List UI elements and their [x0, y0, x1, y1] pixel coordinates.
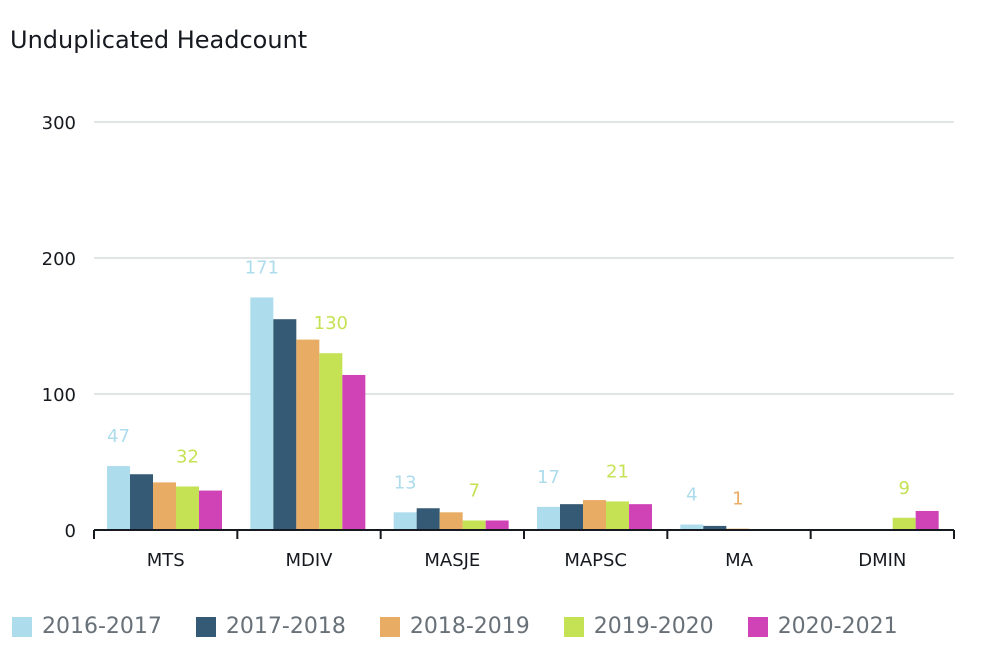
- data-label: 21: [606, 461, 629, 482]
- bar: [439, 512, 463, 530]
- bar: [583, 500, 606, 530]
- y-tick-label: 100: [42, 385, 76, 406]
- x-tick-label: MAPSC: [564, 550, 627, 571]
- legend-swatch: [379, 616, 400, 637]
- bars: [107, 297, 939, 530]
- data-label: 130: [314, 313, 348, 334]
- bar: [250, 297, 274, 530]
- legend-swatch: [563, 616, 584, 637]
- data-label: 17: [537, 467, 560, 488]
- bar: [606, 501, 629, 530]
- x-tick-label: MTS: [147, 550, 185, 571]
- bar: [537, 506, 560, 530]
- legend-swatch: [195, 616, 216, 637]
- legend-label: 2017-2018: [225, 614, 346, 639]
- bar: [462, 520, 486, 530]
- data-label: 7: [468, 480, 479, 501]
- data-label: 32: [176, 446, 199, 467]
- data-labels: 47 32 171 130 13 7 17 21 4 1 9: [107, 257, 910, 509]
- data-label: 4: [686, 485, 697, 506]
- x-axis: MTS MDIV MASJE MAPSC MA DMIN: [93, 529, 955, 571]
- bar: [342, 374, 366, 530]
- x-tick-label: MA: [725, 550, 754, 571]
- y-axis-ticks: 0 100 200 300: [42, 113, 76, 542]
- y-tick-label: 200: [42, 249, 76, 270]
- chart-title: Unduplicated Headcount: [10, 26, 308, 54]
- bar: [416, 508, 440, 530]
- bar: [892, 517, 916, 530]
- bar: [915, 510, 939, 530]
- bar: [680, 524, 704, 530]
- legend: 2016-2017 2017-2018 2018-2019 2019-2020 2020…: [12, 614, 932, 639]
- data-label: 171: [245, 257, 279, 278]
- gridlines: [94, 121, 954, 395]
- legend-swatch: [747, 616, 768, 637]
- legend-item[interactable]: 2018-2019: [379, 614, 530, 639]
- bar: [199, 490, 222, 530]
- x-tick-label: DMIN: [858, 550, 906, 571]
- bar: [629, 504, 652, 530]
- bar: [560, 504, 583, 530]
- y-tick-label: 0: [65, 521, 76, 542]
- bar: [319, 353, 343, 530]
- legend-label: 2020-2021: [777, 614, 898, 639]
- bar: [153, 482, 176, 530]
- bar: [176, 486, 199, 530]
- x-tick-label: MDIV: [285, 550, 333, 571]
- legend-label: 2018-2019: [409, 614, 530, 639]
- x-tick-label: MASJE: [424, 550, 480, 571]
- bar: [296, 339, 320, 530]
- bar: [703, 525, 727, 530]
- y-tick-label: 300: [42, 113, 76, 134]
- bar: [485, 520, 509, 530]
- legend-swatch: [12, 616, 32, 637]
- legend-item[interactable]: 2019-2020: [563, 614, 714, 639]
- bar: [107, 466, 130, 530]
- data-label: 13: [394, 472, 417, 493]
- bar: [130, 474, 153, 530]
- bar: [393, 512, 417, 530]
- bar: [273, 319, 297, 530]
- data-label: 9: [898, 478, 909, 499]
- legend-label: 2019-2020: [593, 614, 714, 639]
- legend-label: 2016-2017: [42, 614, 162, 639]
- legend-item[interactable]: 2016-2017: [12, 614, 162, 639]
- legend-item[interactable]: 2017-2018: [195, 614, 346, 639]
- legend-item[interactable]: 2020-2021: [747, 614, 898, 639]
- data-label: 1: [732, 489, 743, 510]
- data-label: 47: [107, 426, 130, 447]
